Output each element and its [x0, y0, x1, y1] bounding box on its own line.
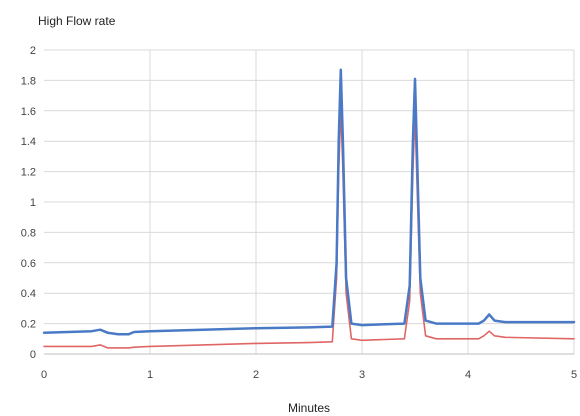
x-tick-label: 4 — [465, 369, 471, 381]
y-tick-label: 0.6 — [21, 258, 36, 270]
y-tick-label: 1 — [30, 197, 36, 209]
x-tick-label: 3 — [359, 369, 365, 381]
x-tick-label: 5 — [571, 369, 577, 381]
x-tick-label: 1 — [147, 369, 153, 381]
y-tick-label: 1.8 — [21, 75, 36, 87]
y-tick-label: 0.2 — [21, 319, 36, 331]
y-tick-label: 1.6 — [21, 106, 36, 118]
x-tick-label: 0 — [41, 369, 47, 381]
y-tick-label: 0.4 — [21, 288, 36, 300]
x-axis-label: Minutes — [288, 401, 330, 415]
x-tick-label: 2 — [253, 369, 259, 381]
y-tick-label: 1.2 — [21, 167, 36, 179]
gridlines — [44, 50, 574, 354]
y-tick-label: 0 — [30, 349, 36, 361]
y-tick-label: 0.8 — [21, 227, 36, 239]
series-layer — [44, 70, 574, 348]
y-tick-label: 2 — [30, 45, 36, 57]
series-line-2 — [44, 108, 574, 348]
y-tick-label: 1.4 — [21, 136, 36, 148]
